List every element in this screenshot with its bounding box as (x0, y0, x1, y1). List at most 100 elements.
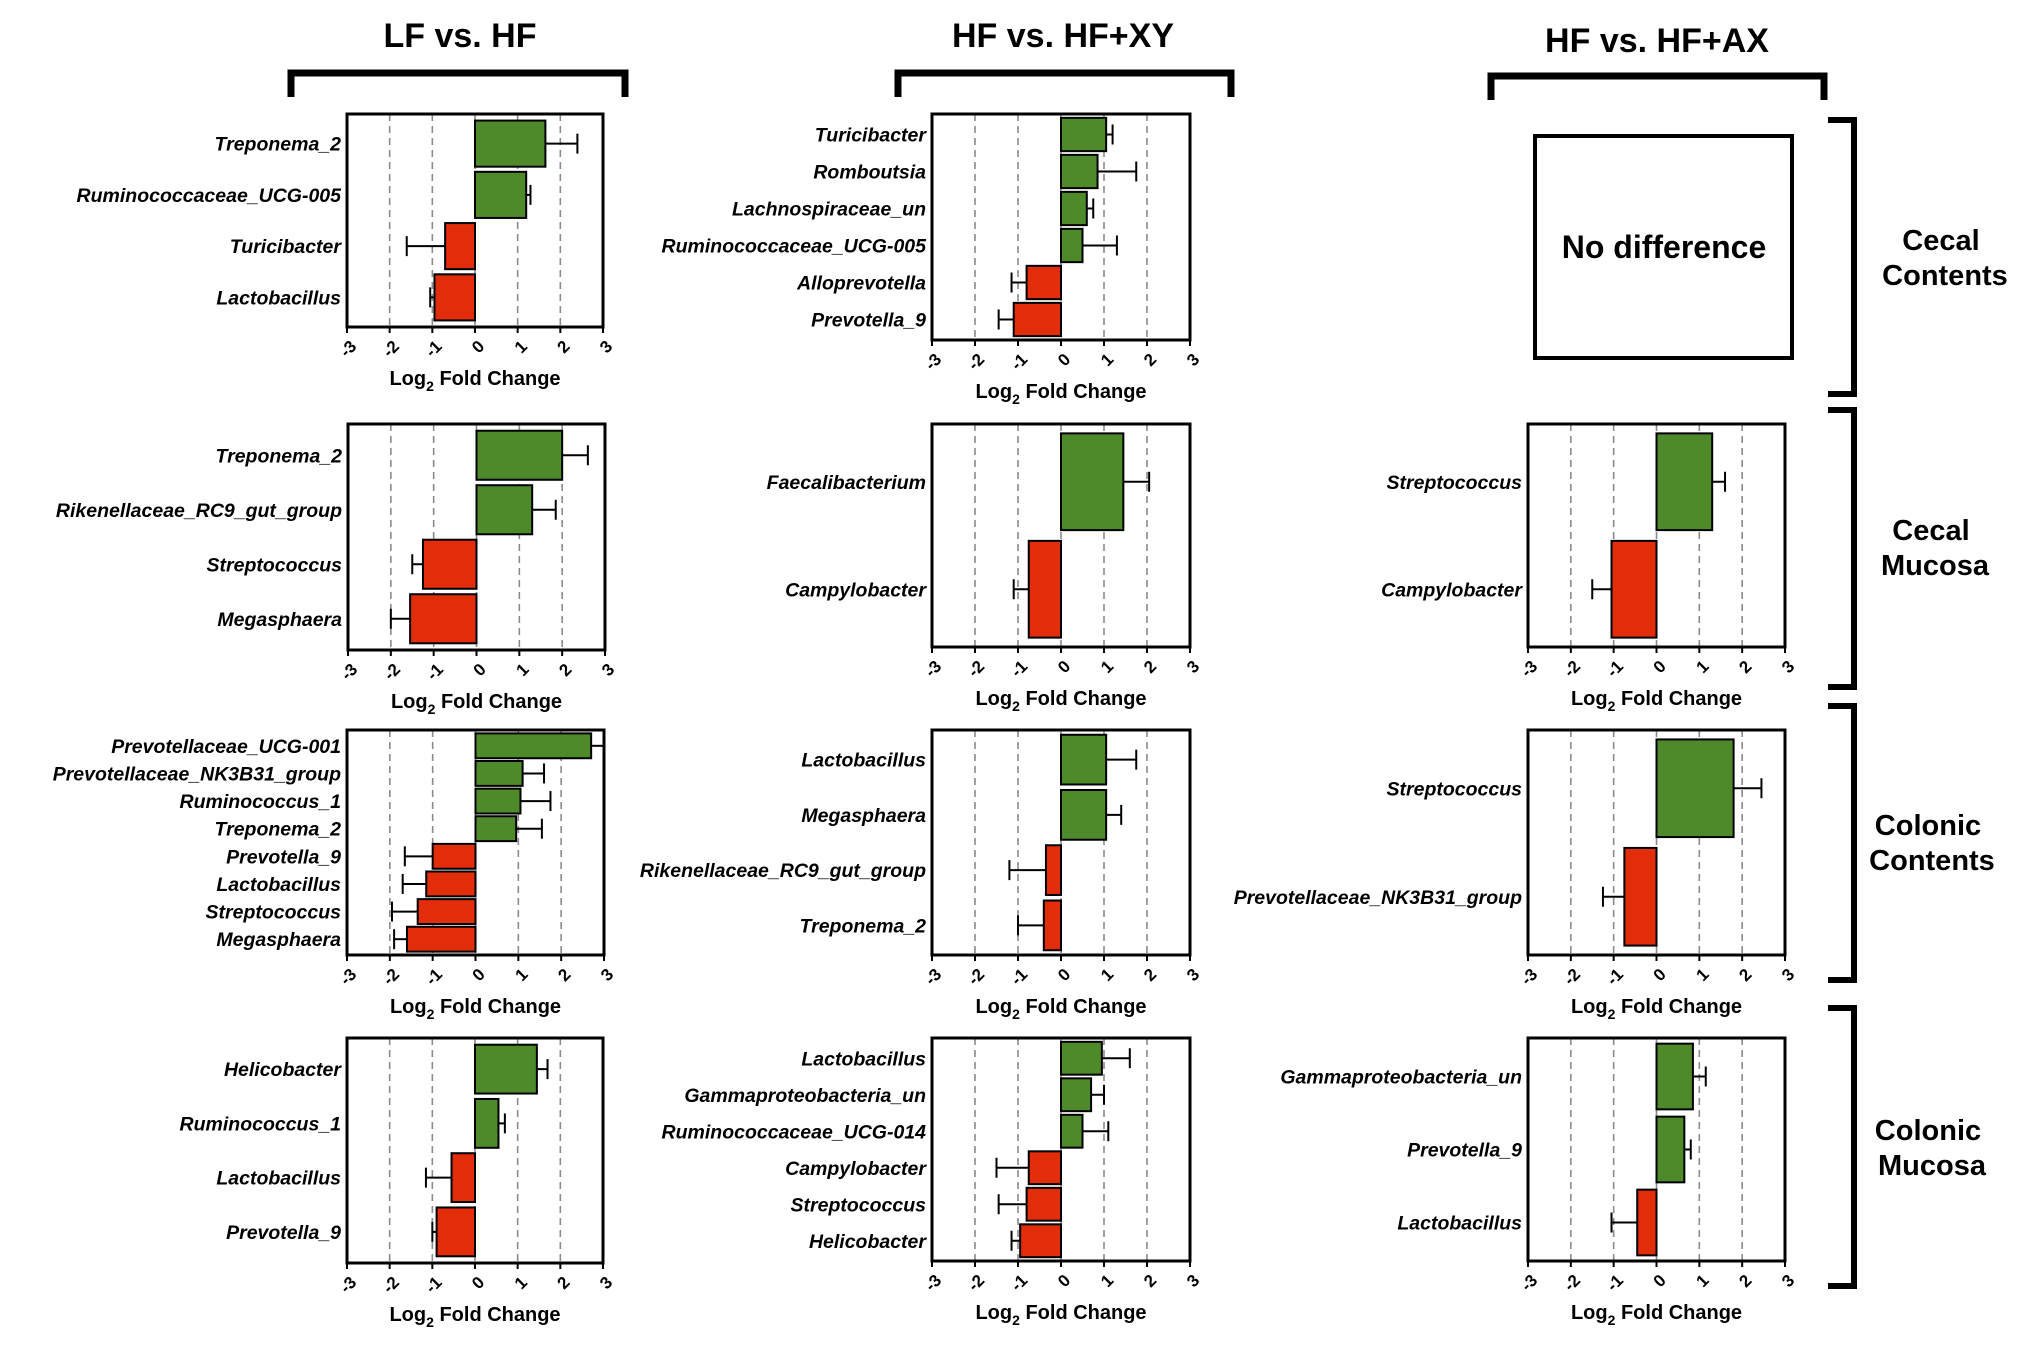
bar (1027, 539, 1062, 639)
category-label: Rikenellaceae_RC9_gut_group (56, 500, 342, 522)
category-label: Prevotellaceae_NK3B31_group (1234, 887, 1522, 909)
axis-title-log: Log (975, 688, 1012, 710)
chart-panel-10: Gammaproteobacteria_un Prevotella_9 Lactob… (1280, 1036, 1798, 1328)
bar (1060, 432, 1125, 532)
bar (474, 1097, 500, 1149)
category-label: Prevotellaceae_UCG-001 (111, 736, 341, 758)
category-label: Campylobacter (785, 1158, 927, 1180)
axis-title: Log2 Fold Change (975, 381, 1146, 407)
axis-title-rest: Fold Change (1615, 688, 1742, 710)
bar (1060, 153, 1099, 190)
bar (474, 732, 593, 760)
tick-label: 0 (1054, 965, 1074, 985)
tick-label: -3 (921, 1271, 945, 1295)
tick-label: 0 (1054, 657, 1074, 677)
bar (425, 870, 477, 898)
axis-title-subscript: 2 (1608, 1006, 1616, 1022)
tick-label: 2 (1735, 657, 1755, 677)
axis-title: Log2 Fold Change (1571, 688, 1742, 714)
bar (1060, 227, 1084, 264)
bar (475, 484, 534, 536)
column-bracket-hf-vs-hfxy (894, 69, 1235, 97)
tick-label: 1 (513, 660, 533, 680)
bar (1655, 1115, 1686, 1184)
tick-label: 0 (468, 337, 488, 357)
bar (1019, 1223, 1063, 1259)
column-title-hf-vs-hfax: HF vs. HF+AX (1545, 22, 1769, 60)
axis-title-log: Log (1571, 996, 1608, 1018)
tick-label: -1 (422, 1273, 446, 1297)
category-label: Treponema_2 (215, 819, 342, 841)
tick-label: -3 (336, 337, 360, 361)
tick-label: 1 (1097, 1271, 1117, 1291)
tick-label: 3 (598, 660, 618, 680)
row-bracket-colonic-contents (1828, 703, 1857, 983)
axis-title: Log2 Fold Change (391, 691, 562, 717)
bar (421, 538, 478, 590)
category-label: Lactobacillus (1397, 1213, 1522, 1235)
bar (1655, 738, 1735, 839)
bar (1623, 846, 1658, 947)
category-label: Ruminococcus_1 (180, 791, 341, 813)
tick-label: -2 (1560, 657, 1584, 681)
chart-panel-3: Faecalibacterium Campylobacter -3 -2 -1 0 1 2 3 L… (767, 422, 1203, 714)
axis-title: Log2 Fold Change (390, 996, 561, 1022)
bar (433, 273, 477, 322)
category-label: Gammaproteobacteria_un (1280, 1067, 1522, 1089)
bar (1060, 733, 1108, 786)
axis-title-log: Log (390, 996, 427, 1018)
row-bracket-colonic-mucosa (1828, 1005, 1857, 1289)
tick-label: 0 (1054, 1271, 1074, 1291)
tick-label: 2 (1140, 657, 1160, 677)
category-label: Prevotella_9 (811, 310, 926, 332)
row-bracket-cecal-contents (1828, 117, 1857, 397)
tick-label: 2 (1735, 1271, 1755, 1291)
bar (1060, 1077, 1093, 1113)
tick-label: -2 (964, 965, 988, 989)
axis-title-log: Log (975, 381, 1012, 403)
axis-title-rest: Fold Change (1020, 1302, 1147, 1324)
tick-label: 3 (1183, 965, 1203, 985)
tick-label: 1 (1693, 657, 1713, 677)
tick-label: 1 (1097, 965, 1117, 985)
tick-label: -3 (336, 1273, 360, 1297)
axis-title: Log2 Fold Change (975, 996, 1146, 1022)
tick-label: -2 (1560, 1271, 1584, 1295)
category-label: Alloprevotella (796, 273, 926, 295)
chart-panel-8: Helicobacter Ruminococcus_1 Lactobacillus P… (180, 1036, 616, 1330)
category-label: Turicibacter (815, 125, 928, 147)
category-label: Streptococcus (206, 902, 342, 924)
row-label-colonic-contents: Colonic Contents (1869, 810, 1995, 877)
tick-label: 2 (1735, 965, 1755, 985)
axis-title: Log2 Fold Change (975, 1302, 1146, 1328)
category-label: Romboutsia (813, 162, 926, 184)
axis-title-subscript: 2 (1012, 391, 1020, 407)
row-label-cecal-mucosa-line2: Mucosa (1881, 550, 1990, 582)
tick-label: 2 (1140, 350, 1160, 370)
category-label: Ruminococcaceae_UCG-005 (662, 236, 928, 258)
category-label: Lactobacillus (216, 287, 341, 309)
bar (1042, 899, 1063, 952)
tick-label: 3 (596, 1273, 616, 1293)
axis-title-rest: Fold Change (434, 996, 561, 1018)
no-difference-box (1533, 134, 1794, 360)
axis-title-subscript: 2 (426, 378, 434, 394)
bar (475, 429, 564, 481)
tick-label: 2 (554, 965, 574, 985)
axis-title-log: Log (391, 691, 428, 713)
row-label-colonic-contents-line2: Contents (1869, 845, 1995, 877)
chart-panel-5: Prevotellaceae_UCG-001 Prevotellaceae_NK3… (53, 728, 617, 1022)
tick-label: -3 (1517, 657, 1541, 681)
category-label: Lactobacillus (801, 1048, 926, 1070)
tick-label: -3 (921, 350, 945, 374)
tick-label: -3 (921, 965, 945, 989)
axis-title-rest: Fold Change (1020, 688, 1147, 710)
tick-label: -3 (1517, 1271, 1541, 1295)
category-label: Megasphaera (216, 929, 341, 951)
category-label: Prevotella_9 (226, 1222, 341, 1244)
category-label: Streptococcus (207, 554, 343, 576)
bar (431, 842, 477, 870)
tick-label: -1 (1007, 350, 1031, 374)
axis-title-log: Log (1571, 688, 1608, 710)
